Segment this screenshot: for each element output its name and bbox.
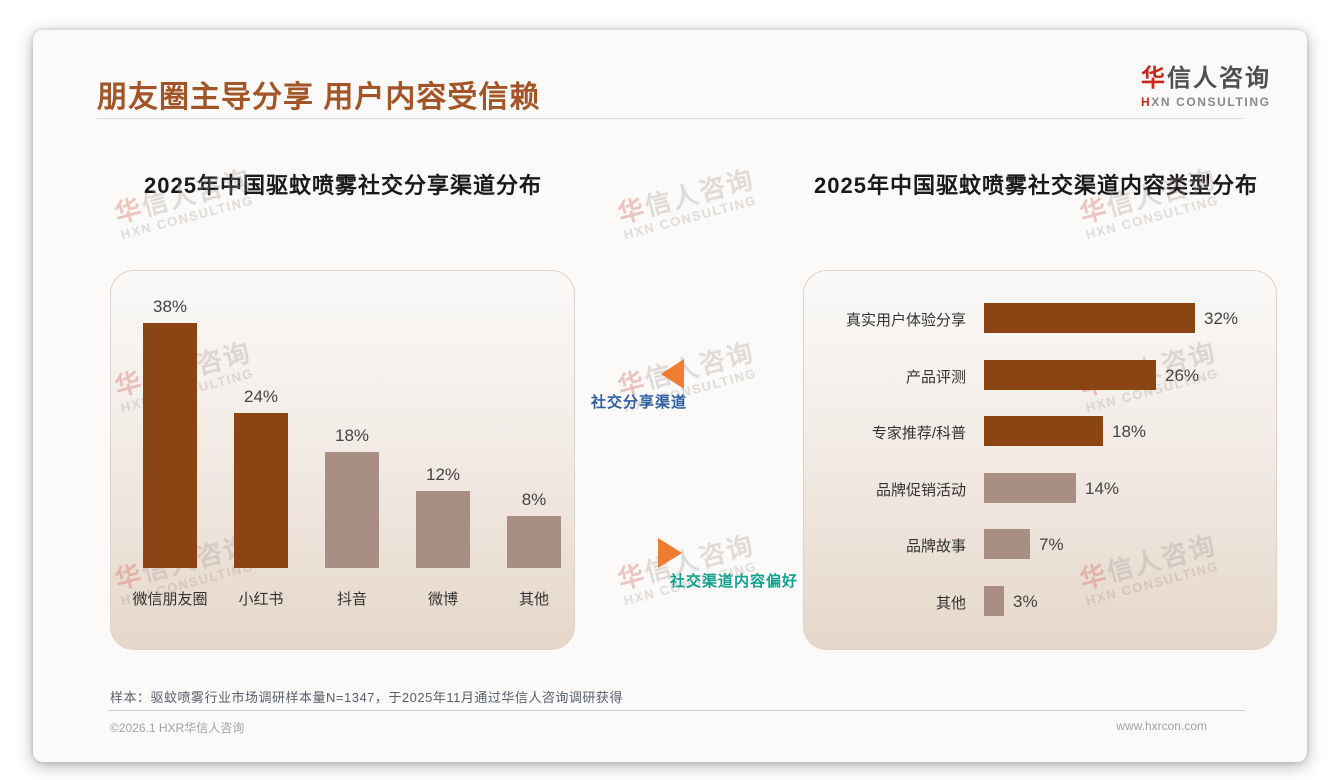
right-arrow-label: 社交渠道内容偏好 bbox=[670, 573, 799, 590]
bar-category-label: 微博 bbox=[427, 591, 458, 608]
page-title: 朋友圈主导分享 用户内容受信赖 bbox=[97, 81, 541, 114]
bar-value-label: 12% bbox=[425, 465, 461, 484]
bar-value-label: 3% bbox=[1013, 592, 1038, 611]
bar-真实用户体验分享 bbox=[984, 303, 1195, 333]
bar-品牌促销活动 bbox=[984, 473, 1076, 503]
arrow-left-icon bbox=[661, 359, 684, 389]
logo-en-text: HXN CONSULTING bbox=[1141, 95, 1271, 109]
bar-微博 bbox=[416, 491, 470, 568]
right-chart-panel: 真实用户体验分享 32% 产品评测 26% 专家推荐/科普 18% 品牌促销活动 14% 品牌故… bbox=[803, 270, 1277, 650]
right-chart-area: 真实用户体验分享 32% 产品评测 26% 专家推荐/科普 18% 品牌促销活动 14% 品牌故… bbox=[804, 271, 1276, 649]
sample-footnote: 样本：驱蚊喷雾行业市场调研样本量N=1347，于2025年11月通过华信人咨询调… bbox=[110, 690, 623, 705]
bar-微信朋友圈 bbox=[143, 323, 197, 568]
bar-category-label: 抖音 bbox=[336, 591, 367, 608]
bar-value-label: 7% bbox=[1039, 535, 1064, 554]
arrow-right-icon bbox=[658, 538, 682, 568]
bar-category-label: 产品评测 bbox=[905, 369, 966, 386]
bar-value-label: 18% bbox=[1112, 422, 1147, 441]
bar-category-label: 真实用户体验分享 bbox=[845, 312, 966, 329]
bar-value-label: 18% bbox=[334, 426, 370, 445]
bar-category-label: 其他 bbox=[935, 595, 966, 612]
bar-value-label: 14% bbox=[1085, 479, 1120, 498]
right-chart-title: 2025年中国驱蚊喷雾社交渠道内容类型分布 bbox=[814, 173, 1258, 198]
company-logo: 华信人咨询 HXN CONSULTING bbox=[1141, 58, 1271, 109]
logo-cn-text: 华信人咨询 bbox=[1141, 65, 1271, 92]
website-url: www.hxrcon.com bbox=[1116, 719, 1207, 733]
bar-抖音 bbox=[325, 452, 379, 568]
left-chart-title: 2025年中国驱蚊喷雾社交分享渠道分布 bbox=[144, 173, 542, 198]
bar-产品评测 bbox=[984, 360, 1156, 390]
left-chart-panel: 38% 微信朋友圈 24% 小红书 18% 抖音 12% 微博 8% 其他 bbox=[110, 270, 575, 650]
bar-品牌故事 bbox=[984, 529, 1030, 559]
bar-category-label: 品牌故事 bbox=[905, 538, 966, 555]
bar-category-label: 其他 bbox=[518, 591, 549, 608]
copyright-text: ©2026.1 HXR华信人咨询 bbox=[110, 721, 245, 735]
footer-divider bbox=[108, 710, 1245, 711]
bar-其他 bbox=[984, 586, 1004, 616]
bar-category-label: 小红书 bbox=[238, 591, 284, 608]
left-arrow-label: 社交分享渠道 bbox=[590, 394, 687, 411]
left-chart-area: 38% 微信朋友圈 24% 小红书 18% 抖音 12% 微博 8% 其他 bbox=[111, 271, 574, 649]
bar-category-label: 专家推荐/科普 bbox=[871, 425, 966, 442]
bar-category-label: 品牌促销活动 bbox=[875, 482, 966, 499]
bar-小红书 bbox=[234, 413, 288, 568]
title-divider bbox=[97, 118, 1243, 119]
bar-专家推荐/科普 bbox=[984, 416, 1103, 446]
slide-card: 朋友圈主导分享 用户内容受信赖 华信人咨询 HXN CONSULTING 202… bbox=[33, 30, 1307, 762]
bar-value-label: 24% bbox=[243, 387, 279, 406]
bar-value-label: 32% bbox=[1204, 309, 1239, 328]
bar-value-label: 26% bbox=[1165, 366, 1200, 385]
bar-value-label: 38% bbox=[152, 297, 188, 316]
bar-其他 bbox=[507, 516, 561, 568]
bar-category-label: 微信朋友圈 bbox=[132, 591, 208, 608]
bar-value-label: 8% bbox=[521, 490, 547, 509]
